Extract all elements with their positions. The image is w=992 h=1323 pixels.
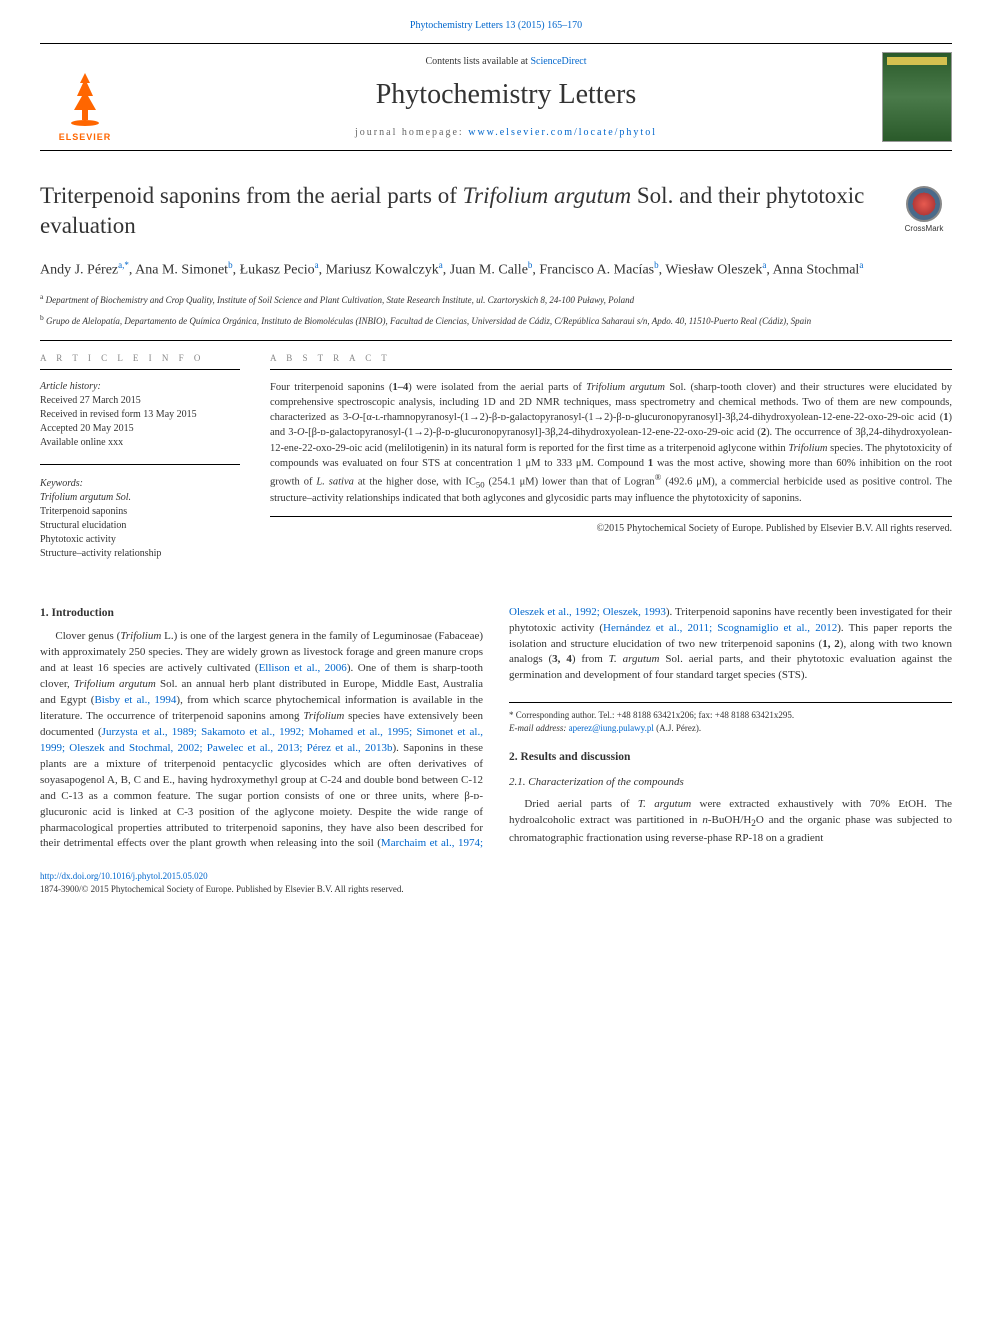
crossmark-icon: [906, 186, 942, 222]
authors: Andy J. Péreza,*, Ana M. Simonetb, Łukas…: [40, 259, 952, 281]
history-line: Received 27 March 2015: [40, 395, 141, 406]
abstract-text: Four triterpenoid saponins (1–4) were is…: [270, 380, 952, 518]
history-label: Article history:: [40, 381, 101, 392]
article-info-column: A R T I C L E I N F O Article history: R…: [40, 353, 240, 575]
homepage-pre: journal homepage:: [355, 127, 468, 138]
article-title: Triterpenoid saponins from the aerial pa…: [40, 181, 876, 241]
issn-copyright: 1874-3900/© 2015 Phytochemical Society o…: [40, 884, 404, 894]
info-heading: A R T I C L E I N F O: [40, 353, 240, 370]
keyword: Structural elucidation: [40, 520, 126, 531]
abstract-column: A B S T R A C T Four triterpenoid saponi…: [270, 353, 952, 575]
keyword: Triterpenoid saponins: [40, 506, 127, 517]
masthead: ELSEVIER Contents lists available at Sci…: [40, 43, 952, 151]
publisher-logo[interactable]: ELSEVIER: [40, 52, 130, 142]
keyword: Trifolium argutum Sol.: [40, 492, 131, 503]
keywords-label: Keywords:: [40, 478, 83, 489]
affiliation-b: b Grupo de Alelopatía, Departamento de Q…: [40, 313, 952, 328]
homepage-link[interactable]: www.elsevier.com/locate/phytol: [468, 127, 657, 138]
elsevier-tree-icon: [60, 68, 110, 128]
para: Dried aerial parts of T. argutum were ex…: [509, 797, 952, 846]
contents-line: Contents lists available at ScienceDirec…: [150, 56, 862, 67]
journal-name: Phytochemistry Letters: [150, 79, 862, 111]
publisher-label: ELSEVIER: [59, 132, 112, 142]
body-columns: 1. Introduction Clover genus (Trifolium …: [40, 605, 952, 853]
corr-line: * Corresponding author. Tel.: +48 8188 6…: [509, 710, 794, 720]
keyword: Phytotoxic activity: [40, 534, 116, 545]
abstract-copyright: ©2015 Phytochemical Society of Europe. P…: [270, 523, 952, 534]
abstract-heading: A B S T R A C T: [270, 353, 952, 370]
correspondence-footnote: * Corresponding author. Tel.: +48 8188 6…: [509, 702, 952, 734]
journal-cover-thumb[interactable]: [882, 52, 952, 142]
keywords-block: Keywords: Trifolium argutum Sol. Triterp…: [40, 477, 240, 561]
header-citation: Phytochemistry Letters 13 (2015) 165–170: [40, 20, 952, 31]
sciencedirect-link[interactable]: ScienceDirect: [530, 56, 586, 67]
section-heading-1: 1. Introduction: [40, 605, 483, 622]
email-label: E-mail address:: [509, 723, 569, 733]
doi-link[interactable]: http://dx.doi.org/10.1016/j.phytol.2015.…: [40, 871, 208, 881]
contents-pre: Contents lists available at: [425, 56, 530, 67]
subsection-heading-2-1: 2.1. Characterization of the compounds: [509, 775, 952, 791]
history-line: Accepted 20 May 2015: [40, 423, 134, 434]
history-line: Available online xxx: [40, 437, 123, 448]
section-heading-2: 2. Results and discussion: [509, 749, 952, 766]
page-footer: http://dx.doi.org/10.1016/j.phytol.2015.…: [40, 870, 952, 895]
affiliation-a: a Department of Biochemistry and Crop Qu…: [40, 292, 952, 307]
header-citation-link[interactable]: Phytochemistry Letters 13 (2015) 165–170: [410, 20, 582, 31]
crossmark-label: CrossMark: [905, 224, 944, 233]
history-line: Received in revised form 13 May 2015: [40, 409, 197, 420]
corr-email-link[interactable]: aperez@iung.pulawy.pl: [569, 723, 654, 733]
article-history: Article history: Received 27 March 2015 …: [40, 380, 240, 450]
crossmark-badge[interactable]: CrossMark: [896, 181, 952, 237]
divider: [40, 340, 952, 341]
divider: [40, 464, 240, 465]
homepage-line: journal homepage: www.elsevier.com/locat…: [150, 127, 862, 138]
corr-email-suffix: (A.J. Pérez).: [654, 723, 701, 733]
keyword: Structure–activity relationship: [40, 548, 161, 559]
masthead-center: Contents lists available at ScienceDirec…: [150, 56, 862, 138]
